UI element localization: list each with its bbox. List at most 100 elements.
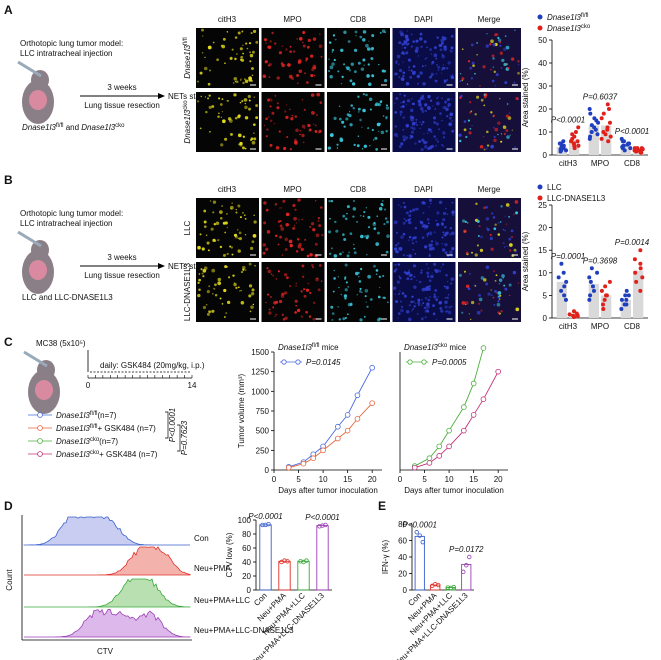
stain-dot [435, 73, 438, 75]
stain-dot [332, 290, 335, 293]
stain-dot [415, 240, 418, 243]
stain-dot [316, 92, 321, 97]
stain-dot [408, 269, 410, 271]
channel-label: CD8 [350, 185, 367, 194]
stain-dot [333, 116, 337, 120]
syringe [23, 350, 48, 368]
stain-dot [437, 65, 441, 69]
stain-dot [226, 227, 228, 229]
stain-dot [399, 110, 403, 114]
stain-dot [363, 235, 367, 238]
stain-dot [338, 287, 340, 289]
stain-dot [268, 76, 271, 79]
stain-dot [241, 58, 245, 62]
stain-dot [497, 233, 501, 236]
stain-dot [499, 98, 501, 100]
stain-dot [343, 125, 346, 128]
stain-dot [284, 316, 288, 320]
stain-dot [506, 103, 509, 105]
stain-dot [255, 116, 259, 120]
stain-dot [358, 280, 362, 283]
stain-dot [492, 66, 495, 68]
stain-dot [283, 273, 288, 277]
stain-dot [465, 251, 469, 255]
stain-dot [199, 233, 202, 236]
stain-dot [305, 310, 308, 314]
stain-dot [221, 303, 224, 305]
stain-dot [200, 95, 202, 98]
stain-dot [385, 130, 388, 133]
stain-dot [318, 33, 321, 35]
stain-dot [432, 312, 436, 316]
stain-dot [411, 71, 416, 76]
stain-dot [428, 279, 432, 282]
stain-dot [468, 131, 472, 135]
stain-dot [430, 240, 434, 243]
stain-dot [405, 51, 409, 55]
stain-dot [451, 210, 455, 214]
stain-dot [513, 146, 517, 149]
stain-dot [418, 304, 420, 307]
stain-dot [445, 207, 447, 210]
stain-dot [342, 317, 346, 321]
stain-dot [281, 45, 283, 47]
stain-dot [238, 133, 241, 137]
stain-dot [476, 95, 480, 99]
stain-dot [310, 93, 315, 97]
y-tick-label: 80 [398, 520, 407, 529]
stain-dot [223, 288, 227, 293]
stain-dot [329, 133, 334, 137]
data-point [588, 111, 593, 116]
stain-dot [350, 62, 354, 66]
stain-dot [424, 228, 426, 230]
stain-dot [411, 102, 415, 106]
stain-dot [360, 215, 362, 217]
stain-dot [429, 253, 431, 255]
stain-dot [204, 56, 206, 59]
data-point [557, 141, 562, 146]
stain-dot [232, 274, 235, 277]
data-point [414, 530, 419, 535]
stain-dot [371, 128, 374, 132]
stain-dot [214, 294, 218, 297]
stain-dot [266, 230, 271, 234]
stain-dot [307, 282, 310, 285]
stain-dot [396, 135, 399, 138]
stain-dot [237, 204, 241, 208]
image-tile [458, 92, 521, 152]
stain-dot [310, 73, 314, 78]
stain-dot [441, 119, 443, 122]
stain-dot [386, 104, 388, 107]
stain-dot [338, 117, 342, 121]
stain-dot [504, 35, 507, 37]
stain-dot [365, 301, 367, 303]
image-tile [458, 262, 521, 322]
stain-dot [321, 233, 324, 237]
stain-dot [303, 108, 307, 112]
stain-dot [226, 31, 229, 33]
stain-dot [315, 233, 320, 238]
stain-dot [508, 112, 511, 114]
stain-dot [396, 54, 401, 59]
text-segment: fl/fl [90, 411, 98, 417]
chart-title: Dnase1l3cko mice [404, 343, 467, 352]
stain-dot [415, 118, 418, 121]
stain-dot [368, 40, 370, 42]
stain-dot [422, 212, 425, 214]
stain-dot [446, 67, 449, 70]
stain-dot [477, 302, 481, 305]
data-point [588, 279, 593, 284]
stain-dot [251, 67, 254, 70]
stain-dot [397, 292, 400, 295]
stain-dot [239, 101, 242, 104]
stain-dot [396, 280, 401, 284]
stain-dot [350, 302, 353, 305]
stain-dot [393, 220, 398, 225]
stain-dot [444, 100, 448, 104]
data-point [572, 315, 577, 320]
bar [259, 524, 272, 591]
stain-dot [342, 233, 345, 236]
stain-dot [471, 124, 473, 127]
stain-dot [288, 74, 293, 79]
stain-dot [212, 293, 214, 295]
